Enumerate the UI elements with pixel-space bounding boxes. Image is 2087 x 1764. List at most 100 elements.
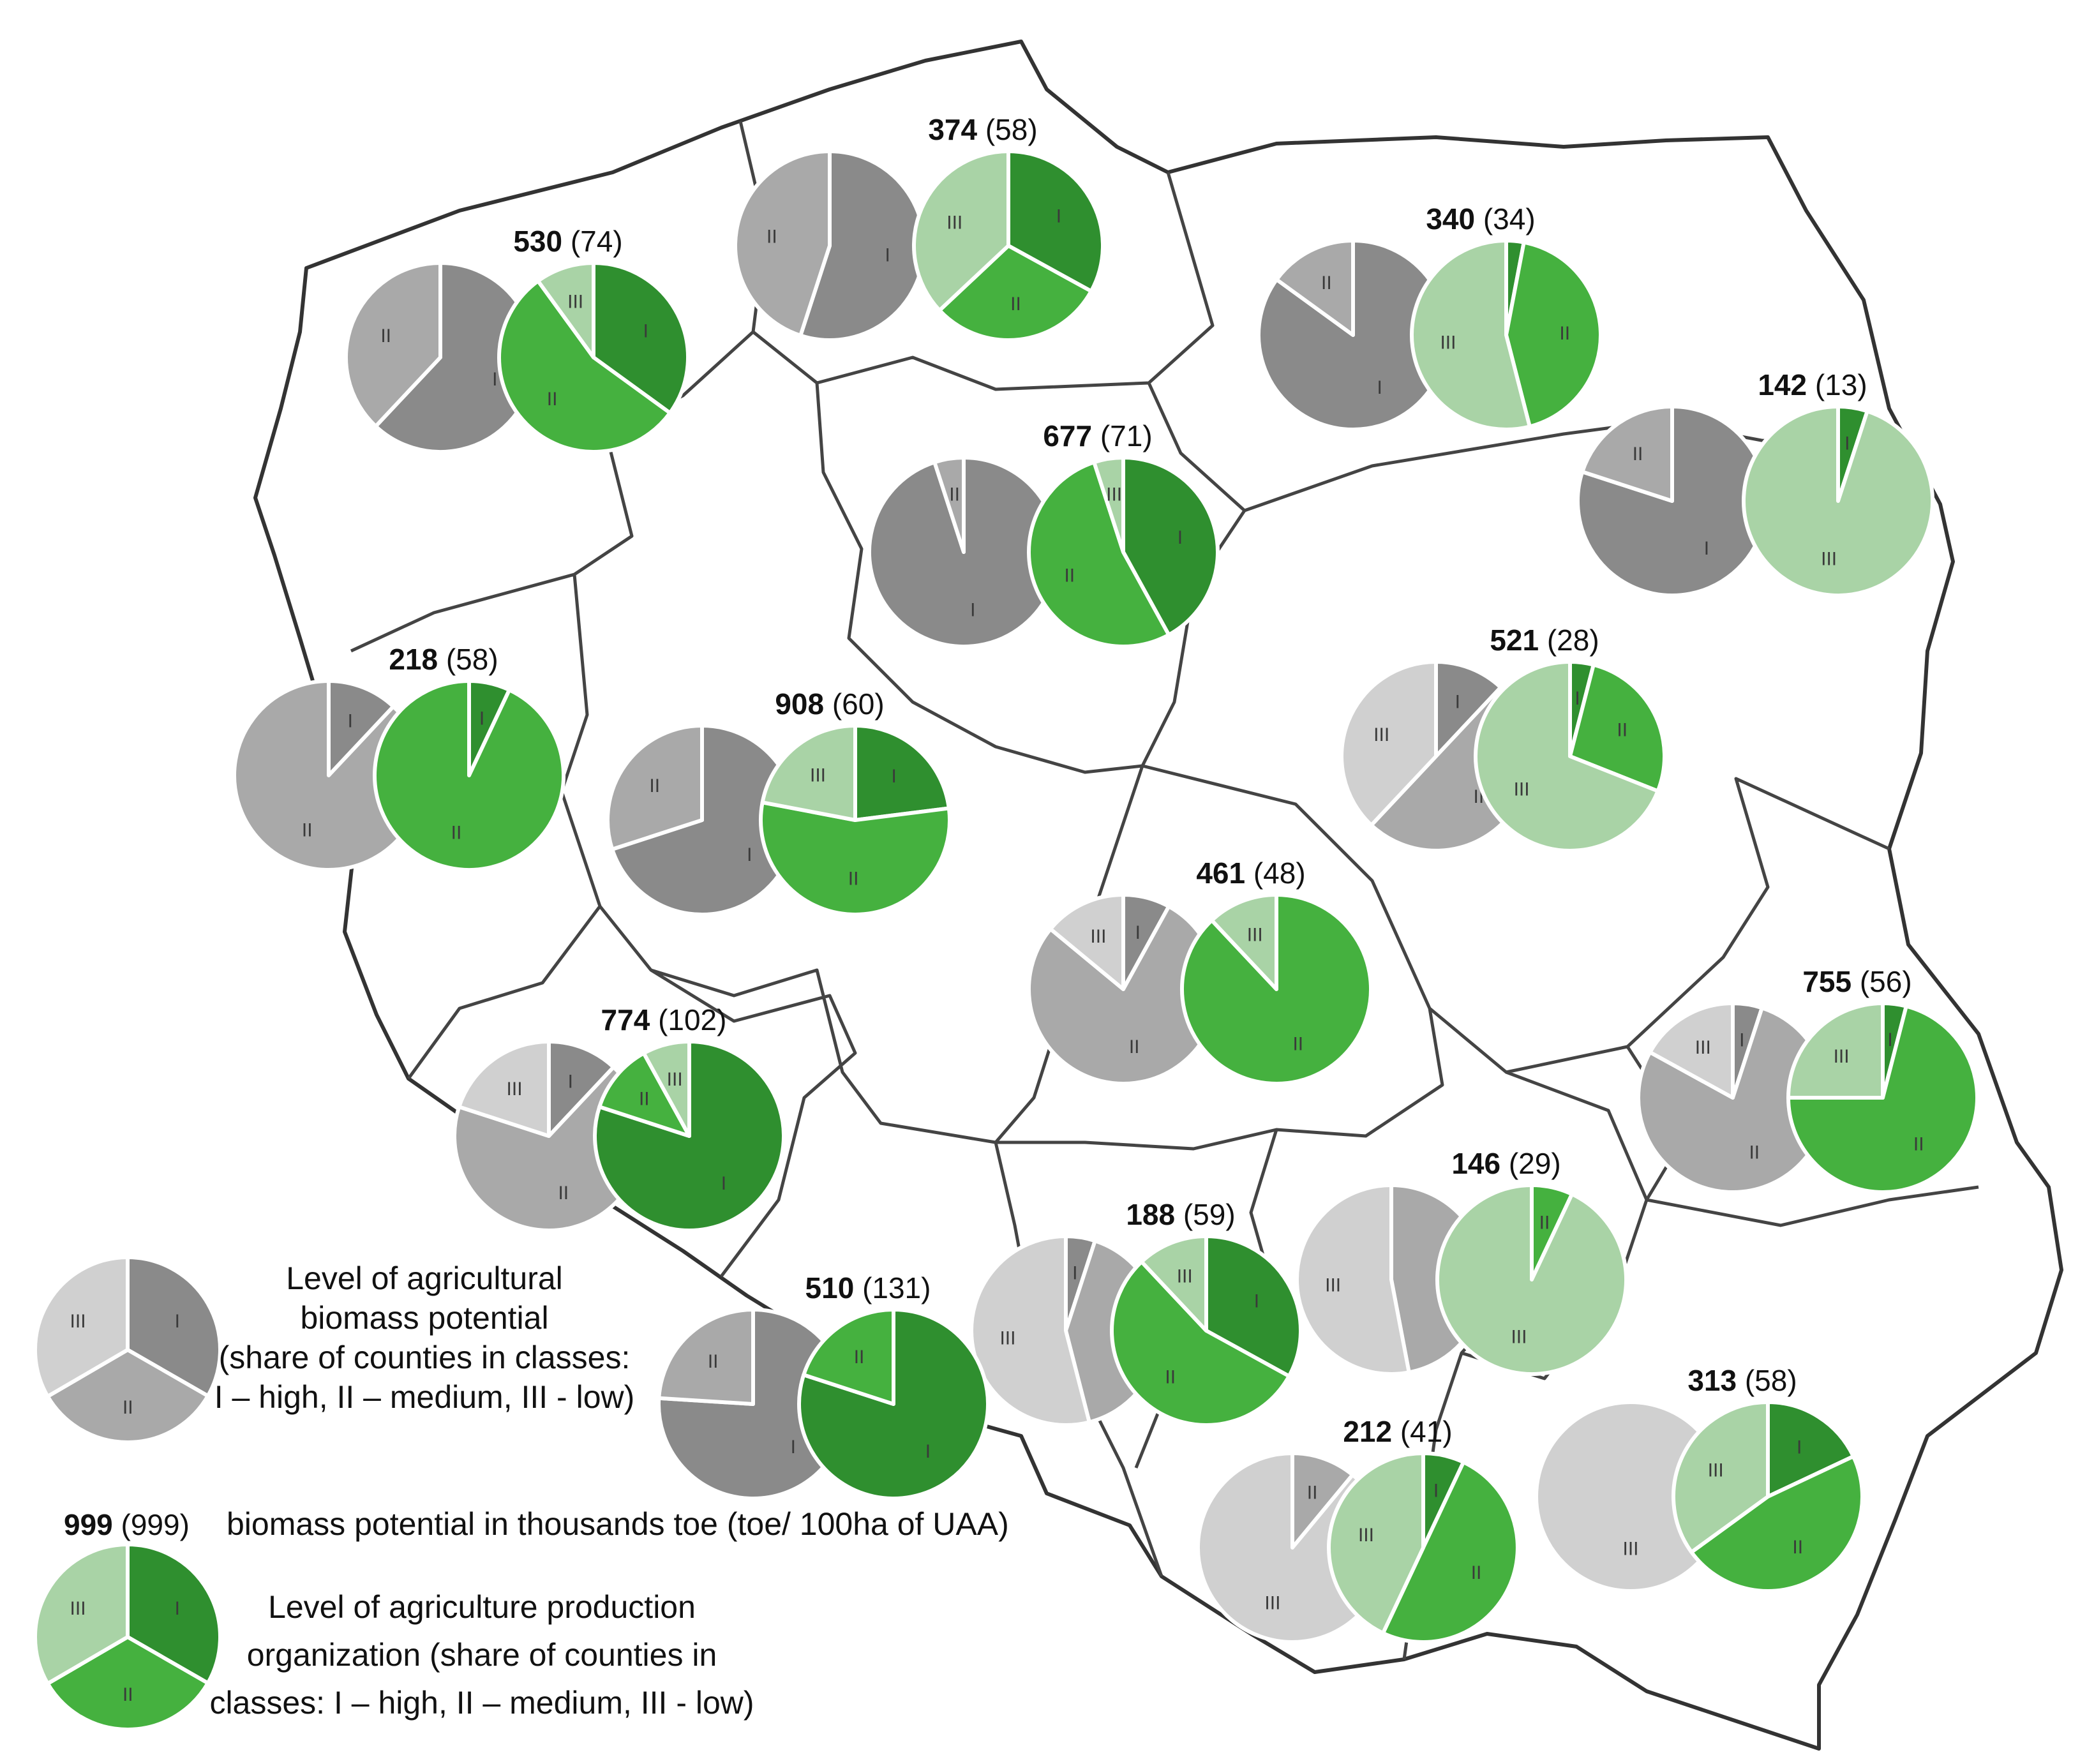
legend-biomass-pie-class-label: I xyxy=(175,1311,180,1332)
organization-pie-slice-III xyxy=(1410,239,1532,431)
density-value: (71) xyxy=(1100,419,1153,452)
organization-pie-class-label: III xyxy=(1834,1046,1850,1067)
legend-biomass-pie-class-label: III xyxy=(70,1311,86,1332)
legend-biomass-pie-slice-III xyxy=(33,1255,130,1399)
biomass-value: 340 xyxy=(1426,202,1483,235)
density-value: (74) xyxy=(571,225,623,258)
legend-organization-pie-class-label: II xyxy=(123,1684,133,1705)
biomass-pie-class-label: II xyxy=(949,484,960,505)
density-value: (60) xyxy=(832,687,885,721)
organization-pie-class-label: II xyxy=(1292,1033,1303,1054)
biomass-value: 755 xyxy=(1802,965,1860,998)
biomass-value: 461 xyxy=(1196,856,1253,890)
biomass-pie-class-label: II xyxy=(767,227,777,248)
biomass-value: 146 xyxy=(1451,1147,1509,1180)
organization-pie-class-label: II xyxy=(1165,1367,1176,1388)
density-value: (13) xyxy=(1815,368,1867,401)
organization-pie-class-label: III xyxy=(1708,1460,1724,1481)
organization-pie-slice-III xyxy=(1092,456,1125,554)
organization-pie-class-label: III xyxy=(1440,333,1456,354)
biomass-pie-class-label: I xyxy=(1377,377,1382,398)
biomass-pie-class-label: II xyxy=(1129,1036,1140,1058)
biomass-pie-class-label: III xyxy=(1325,1275,1341,1296)
density-value: (102) xyxy=(658,1003,726,1036)
organization-pie: III xyxy=(797,1308,990,1500)
organization-pie-class-label: I xyxy=(1178,527,1183,548)
region-188: IIIIIIIIIIII188 (59) xyxy=(969,1198,1303,1427)
organization-pie-slice-II xyxy=(1689,1454,1864,1593)
biomass-pie-class-label: II xyxy=(649,775,660,796)
biomass-pie-slice-II xyxy=(344,261,442,428)
biomass-pie-class-label: I xyxy=(791,1437,796,1458)
legend-organization-pie-slice-II xyxy=(45,1635,210,1731)
biomass-pie-slice-I xyxy=(657,1308,849,1500)
organization-pie-class-label: I xyxy=(1433,1480,1439,1501)
biomass-value: 313 xyxy=(1687,1364,1745,1397)
biomass-pie-class-label: I xyxy=(568,1072,573,1093)
legend-biomass-title: biomass potential xyxy=(300,1300,548,1336)
organization-pie-slice-III xyxy=(1209,893,1278,991)
organization-pie-slice-I xyxy=(1204,1234,1303,1379)
biomass-pie: III xyxy=(232,679,426,872)
region-value-label: 146 (29) xyxy=(1451,1147,1560,1180)
organization-pie-slice-III xyxy=(641,1040,691,1138)
biomass-pie-slice-II xyxy=(1290,1451,1355,1550)
legend-organization-title: organization (share of counties in xyxy=(247,1637,717,1673)
biomass-pie-class-label: I xyxy=(1739,1029,1744,1050)
organization-pie-slice-III xyxy=(1786,1001,1885,1100)
biomass-pie-class-label: II xyxy=(302,819,313,841)
organization-pie-class-label: II xyxy=(639,1089,650,1110)
biomass-value: 774 xyxy=(601,1003,659,1036)
biomass-pie-class-label: I xyxy=(747,844,752,865)
legend-value-description: biomass potential in thousands toe (toe/… xyxy=(227,1506,1009,1542)
organization-pie-class-label: I xyxy=(1844,433,1850,454)
organization-pie-slice-II xyxy=(597,1051,691,1138)
biomass-pie: III xyxy=(1257,239,1450,431)
organization-pie-slice-I xyxy=(1121,456,1220,637)
organization-pie-slice-II xyxy=(372,679,565,872)
biomass-pie-slice-III xyxy=(1340,660,1438,827)
region-value-label: 374 (58) xyxy=(928,113,1037,146)
legend-organization-pie-slice-III xyxy=(33,1543,130,1686)
biomass-pie-class-label: II xyxy=(1633,444,1643,465)
organization-pie-class-label: I xyxy=(892,766,897,787)
biomass-value: 212 xyxy=(1343,1415,1400,1448)
biomass-value: 908 xyxy=(775,687,832,721)
region-value-label: 461 (48) xyxy=(1196,856,1305,890)
region-value-label: 142 (13) xyxy=(1758,368,1867,401)
biomass-pie-class-label: III xyxy=(999,1328,1015,1349)
biomass-pie-slice-III xyxy=(969,1234,1091,1427)
organization-pie-class-label: II xyxy=(451,823,462,844)
organization-pie-slice-III xyxy=(1742,405,1934,597)
biomass-pie-slice-II xyxy=(1275,239,1355,337)
biomass-pie-class-label: II xyxy=(1307,1483,1318,1504)
biomass-pie-slice-I xyxy=(327,679,396,777)
legend-biomass-pie-class-label: II xyxy=(123,1397,133,1418)
density-value: (58) xyxy=(446,643,498,676)
organization-pie-slice-III xyxy=(760,724,857,822)
organization-pie-class-label: II xyxy=(848,869,859,890)
organization-pie-class-label: II xyxy=(1010,294,1021,315)
organization-pie-slice-II xyxy=(1027,460,1171,648)
density-value: (41) xyxy=(1400,1415,1453,1448)
biomass-pie-class-label: I xyxy=(1704,538,1709,559)
organization-pie-class-label: I xyxy=(925,1441,931,1462)
organization-pie-class-label: II xyxy=(1471,1562,1482,1583)
organization-pie-class-label: III xyxy=(1247,925,1263,946)
